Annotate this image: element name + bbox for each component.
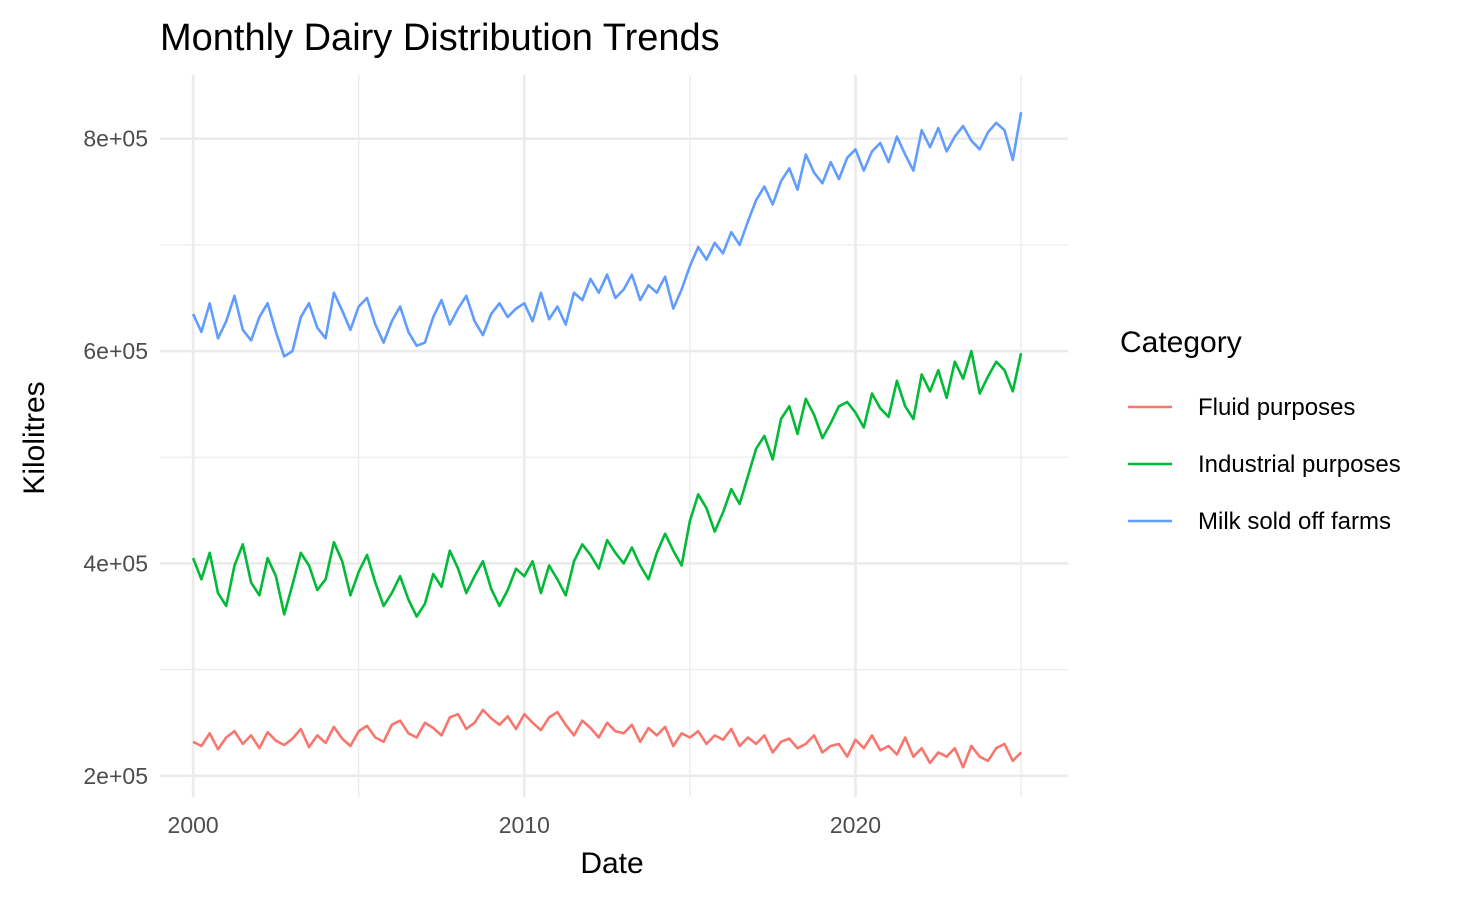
y-tick-label: 2e+05	[83, 763, 148, 789]
legend-label-milk-sold-off-farms: Milk sold off farms	[1198, 508, 1391, 535]
legend-title: Category	[1120, 326, 1242, 359]
chart-title: Monthly Dairy Distribution Trends	[160, 17, 720, 59]
y-axis-ticks: 2e+05 4e+05 6e+05 8e+05	[83, 126, 148, 789]
x-tick-label: 2000	[168, 812, 219, 838]
y-axis-title: Kilolitres	[18, 381, 51, 494]
y-tick-label: 6e+05	[83, 338, 148, 364]
series-line-milk-sold-off-farms	[191, 111, 1023, 358]
y-tick-label: 8e+05	[83, 126, 148, 152]
legend: Category Fluid purposes Industrial purpos…	[1120, 326, 1401, 535]
grid	[160, 75, 1068, 797]
series-lines	[191, 111, 1023, 769]
x-tick-label: 2010	[499, 812, 550, 838]
legend-label-fluid-purposes: Fluid purposes	[1198, 394, 1355, 421]
y-tick-label: 4e+05	[83, 550, 148, 576]
series-line-industrial-purposes	[191, 349, 1023, 618]
x-axis-title: Date	[580, 847, 643, 880]
legend-label-industrial-purposes: Industrial purposes	[1198, 451, 1401, 478]
series-line-fluid-purposes	[192, 708, 1023, 769]
x-axis-ticks: 2000 2010 2020	[168, 812, 882, 838]
x-tick-label: 2020	[830, 812, 881, 838]
